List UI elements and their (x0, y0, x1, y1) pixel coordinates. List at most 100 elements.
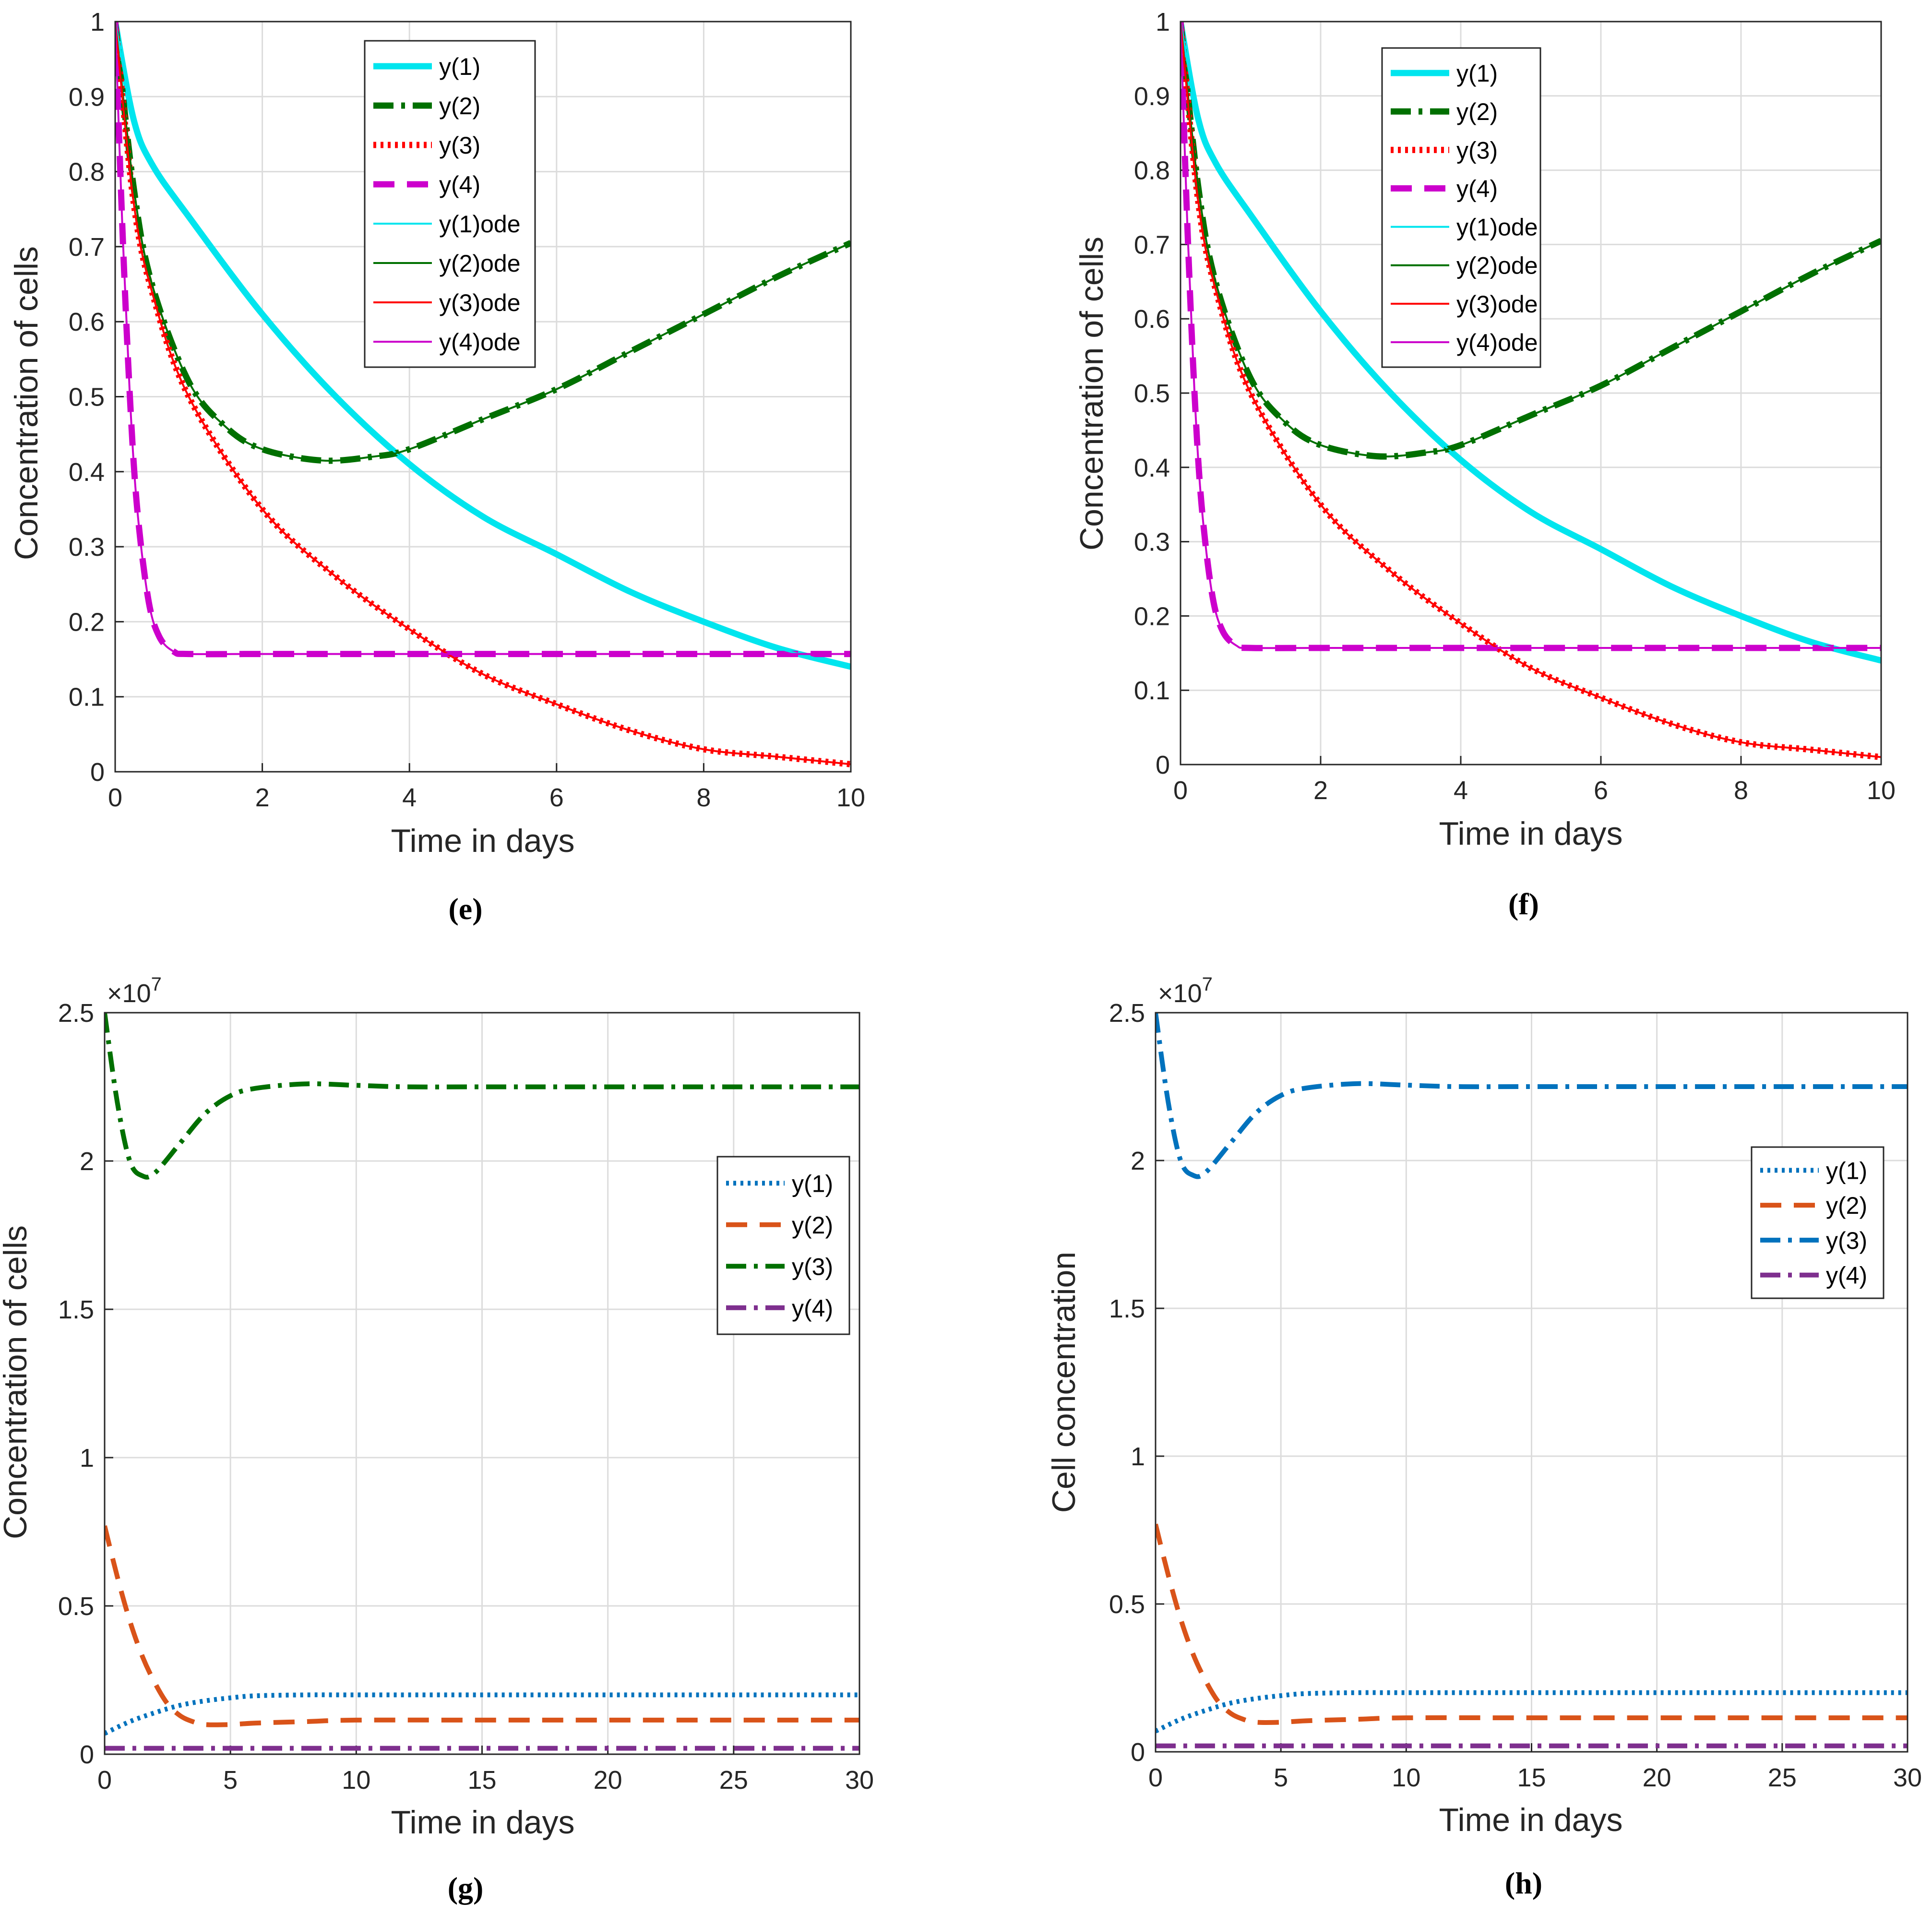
series-line-y1ode (1181, 22, 1881, 662)
y-axis-label: Concentration of cells (8, 246, 45, 560)
y-tick-label: 1 (80, 1444, 94, 1472)
y-tick-label: 0 (80, 1740, 94, 1769)
y-tick-label: 0.2 (1134, 602, 1170, 631)
y-tick-label: 1.5 (1109, 1294, 1145, 1323)
y-tick-label: 1 (90, 8, 105, 36)
legend-label: y(2)ode (1456, 252, 1538, 279)
legend-label: y(1) (1826, 1157, 1867, 1184)
y-tick-label: 2.5 (1109, 999, 1145, 1028)
legend-label: y(4) (1826, 1262, 1867, 1289)
x-tick-label: 5 (223, 1766, 238, 1795)
y-tick-label: 0.3 (69, 533, 105, 562)
axes-frame (104, 1012, 860, 1755)
legend-label: y(1) (439, 53, 480, 80)
y-tick-label: 0.5 (58, 1592, 94, 1621)
y-tick-label: 2.5 (58, 999, 94, 1028)
y-tick-label: 0 (90, 758, 105, 787)
legend-box (716, 1156, 850, 1335)
chart-h: 0 5 10 15 20 25 30 0 0.5 1 1.5 2 2.5 ×107 y(1) y(2) y(3)… (1046, 974, 1922, 1900)
chart-e: 0 2 4 6 8 10 0 0.1 0.2 0.3 0.4 0.5 0.6 0.7 0.8 0.9 1 y(1)… (8, 8, 865, 926)
legend-label: y(1)ode (439, 211, 521, 238)
chart-g: 0 5 10 15 20 25 30 0 0.5 1 1.5 2 2.5 ×107 y(1) y(2) y(3)… (0, 974, 874, 1905)
x-tick-label: 6 (1594, 776, 1608, 805)
x-tick-label: 30 (845, 1766, 874, 1795)
y-tick-label: 0.3 (1134, 528, 1170, 557)
series-line-y3 (1156, 1013, 1908, 1179)
series-layer (1156, 1013, 1908, 1748)
x-tick-label: 4 (1454, 776, 1468, 805)
x-tick-label: 15 (467, 1766, 496, 1795)
x-tick-label: 10 (342, 1766, 370, 1795)
x-tick-label: 20 (594, 1766, 622, 1795)
y-tick-label: 0.7 (1134, 230, 1170, 259)
y-axis-label: Cell concentration (1046, 1252, 1082, 1513)
y-tick-label: 0.9 (69, 83, 105, 111)
x-tick-label: 0 (1148, 1763, 1163, 1792)
series-line-y2ode (115, 22, 851, 462)
y-tick-label: 2 (80, 1147, 94, 1176)
legend: y(1) y(2) y(3) y(4) (1751, 1146, 1884, 1299)
series-line-y1ode (115, 22, 851, 668)
exponent-power: 7 (151, 974, 162, 995)
legend-label: y(3) (439, 132, 480, 159)
axes-frame (1180, 21, 1882, 766)
panel-label: (f) (1508, 887, 1539, 921)
series-line-y4ode (115, 22, 851, 655)
x-axis-label: Time in days (1439, 815, 1623, 852)
y-tick-label: 2 (1131, 1147, 1145, 1175)
legend-label: y(3) (1826, 1227, 1867, 1254)
panel-label: (g) (448, 1871, 484, 1905)
y-tick-label: 0.8 (69, 158, 105, 187)
legend-label: y(2) (1456, 98, 1498, 125)
y-tick-label: 0.5 (69, 383, 105, 412)
x-tick-label: 2 (255, 783, 270, 812)
x-axis-label: Time in days (391, 1804, 575, 1841)
x-tick-label: 4 (402, 783, 417, 812)
series-layer (1181, 22, 1881, 760)
y-tick-label: 1 (1156, 8, 1170, 36)
legend-label: y(2)ode (439, 250, 521, 277)
x-tick-label: 5 (1274, 1763, 1288, 1792)
x-tick-label: 30 (1893, 1763, 1922, 1792)
y-exponent-label: ×107 (107, 974, 162, 1008)
x-tick-label: 6 (549, 783, 564, 812)
series-line-y4ode (1181, 22, 1881, 649)
legend-label: y(4) (439, 171, 480, 198)
legend-label: y(1) (792, 1170, 833, 1197)
x-tick-label: 2 (1313, 776, 1328, 805)
series-layer (115, 22, 851, 767)
legend-box (1381, 47, 1541, 368)
y-tick-label: 0.4 (69, 458, 105, 487)
legend-label: y(3) (792, 1253, 833, 1280)
legend-label: y(4)ode (1456, 329, 1538, 356)
y-tick-label: 0.6 (69, 308, 105, 336)
y-tick-label: 0.6 (1134, 305, 1170, 334)
y-tick-label: 0.4 (1134, 454, 1170, 482)
x-tick-label: 8 (696, 783, 711, 812)
series-line-y2ode (1181, 22, 1881, 458)
y-tick-label: 0.5 (1134, 379, 1170, 408)
y-tick-label: 0.1 (1134, 676, 1170, 705)
x-tick-label: 8 (1734, 776, 1748, 805)
legend-label: y(4)ode (439, 329, 521, 356)
y-tick-label: 0.8 (1134, 156, 1170, 185)
legend-label: y(2) (1826, 1192, 1867, 1219)
x-tick-label: 0 (1173, 776, 1188, 805)
legend-label: y(2) (439, 93, 480, 120)
chart-f: 0 2 4 6 8 10 0 0.1 0.2 0.3 0.4 0.5 0.6 0.7 0.8 0.9 1 y(1)… (1073, 8, 1896, 921)
axes-frame (1155, 1012, 1908, 1753)
y-tick-label: 0 (1156, 751, 1170, 779)
x-tick-label: 10 (836, 783, 865, 812)
x-axis-label: Time in days (1439, 1802, 1623, 1838)
x-axis-label: Time in days (391, 823, 575, 859)
y-exponent-label: ×107 (1158, 974, 1213, 1008)
x-tick-label: 25 (719, 1766, 748, 1795)
y-tick-label: 0.7 (69, 233, 105, 262)
series-line-y1 (1156, 1690, 1908, 1734)
panel-label: (e) (448, 892, 482, 926)
exponent-base: ×10 (1158, 979, 1202, 1008)
y-tick-label: 0.9 (1134, 82, 1170, 111)
legend: y(1) y(2) y(3) y(4) y(1)ode y(2)ode y(3)ode y(4… (364, 40, 536, 368)
series-line-y2 (105, 1525, 859, 1727)
